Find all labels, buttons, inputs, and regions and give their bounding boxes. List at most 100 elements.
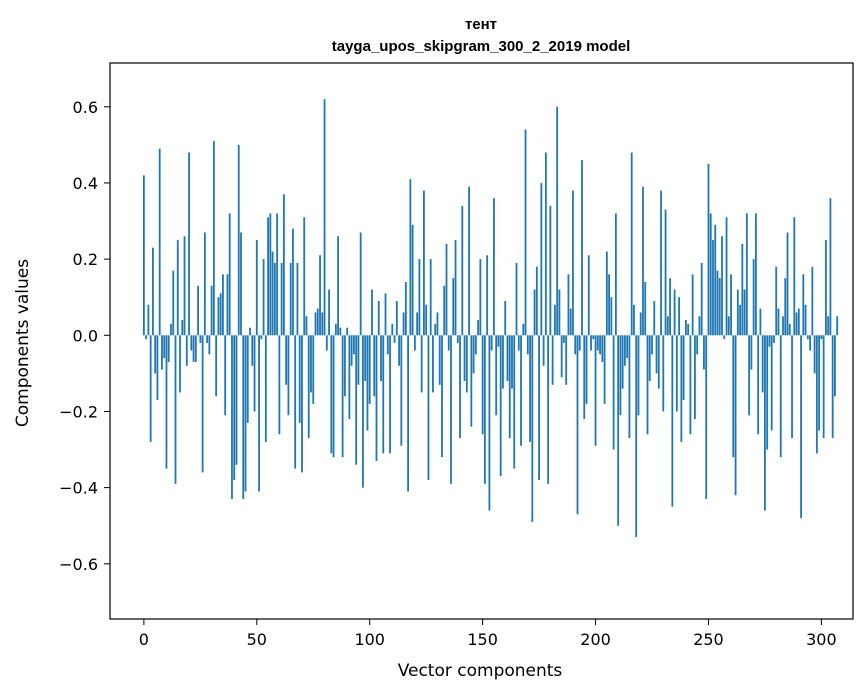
bar <box>228 213 231 336</box>
bar <box>208 335 211 355</box>
bar <box>508 335 511 439</box>
bar <box>233 335 236 480</box>
bar <box>581 160 583 336</box>
bar <box>653 301 656 336</box>
bar <box>468 186 470 336</box>
bar <box>669 278 671 336</box>
bar <box>766 335 769 450</box>
bar <box>237 144 240 336</box>
bar <box>630 152 633 336</box>
bar <box>560 335 563 378</box>
bar <box>624 335 626 366</box>
bar <box>240 232 242 336</box>
bar <box>709 213 712 336</box>
bar <box>176 240 179 336</box>
bar <box>181 320 184 336</box>
bar <box>413 335 416 351</box>
bar <box>635 335 638 538</box>
bar <box>366 335 369 431</box>
y-tick-label: −0.2 <box>59 402 98 421</box>
bar <box>156 335 159 401</box>
bar <box>745 213 748 336</box>
bar <box>748 335 751 416</box>
bar <box>544 152 547 336</box>
bar <box>253 335 256 412</box>
bar <box>404 281 407 336</box>
bar <box>246 335 249 423</box>
bar <box>626 335 629 359</box>
bar <box>700 262 703 336</box>
bar <box>375 335 378 461</box>
bar <box>447 335 450 351</box>
bar <box>694 335 696 420</box>
bar <box>276 213 279 336</box>
bar <box>154 335 157 374</box>
bar <box>743 289 746 336</box>
bar <box>174 335 177 484</box>
bar <box>777 308 780 336</box>
bar <box>305 316 308 336</box>
bar <box>671 335 674 507</box>
bar <box>761 335 764 393</box>
bar <box>578 335 581 351</box>
bar <box>465 335 468 393</box>
bar <box>314 312 317 336</box>
bar <box>434 323 437 336</box>
bar <box>158 148 161 336</box>
bar <box>655 335 658 374</box>
bar <box>481 335 484 435</box>
chart-subtitle: tayga_upos_skipgram_300_2_2019 model <box>332 38 631 55</box>
bar <box>782 316 784 336</box>
bar <box>603 335 606 404</box>
bar <box>495 335 498 416</box>
bar <box>734 335 737 496</box>
bar <box>273 262 276 336</box>
bar <box>736 289 739 336</box>
bar <box>163 335 166 359</box>
bar <box>438 335 441 385</box>
bar <box>292 228 294 336</box>
bar <box>522 323 525 336</box>
bar <box>727 316 730 336</box>
bar <box>538 335 540 480</box>
bar <box>739 304 741 336</box>
bar <box>185 335 188 366</box>
bar <box>502 335 504 389</box>
bar <box>703 335 705 370</box>
bar <box>517 335 520 351</box>
bar <box>194 335 197 362</box>
bar <box>425 304 428 336</box>
bar <box>477 320 480 336</box>
bar <box>287 335 290 416</box>
bar <box>206 335 209 343</box>
x-tick-label: 150 <box>467 630 498 649</box>
bar <box>452 278 455 336</box>
bar <box>328 289 330 336</box>
bar <box>637 335 640 416</box>
bar <box>380 335 382 381</box>
bar <box>224 335 227 416</box>
bar <box>666 316 669 336</box>
bar <box>172 270 175 336</box>
bar <box>754 213 757 336</box>
bar <box>619 335 622 416</box>
bar <box>773 335 775 343</box>
bar <box>289 262 292 336</box>
bar <box>407 335 410 492</box>
bar <box>303 217 306 336</box>
bar <box>662 335 665 412</box>
bar <box>639 312 642 336</box>
bar <box>768 335 771 347</box>
bar <box>806 335 809 340</box>
bar <box>179 335 181 393</box>
bar <box>222 274 224 336</box>
bar <box>391 323 394 336</box>
bar <box>784 278 787 336</box>
bar <box>572 190 574 336</box>
bar <box>791 335 793 439</box>
bar <box>251 335 254 366</box>
y-axis-ticks: −0.6 −0.4 −0.2 0.0 0.2 0.4 0.6 <box>59 98 110 574</box>
bar <box>255 240 258 336</box>
bar <box>797 308 800 336</box>
bar <box>651 335 653 355</box>
